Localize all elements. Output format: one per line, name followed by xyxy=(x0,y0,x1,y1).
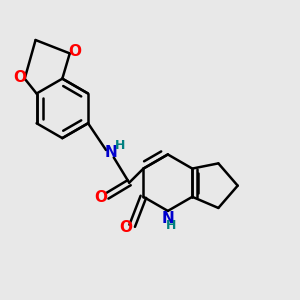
Text: N: N xyxy=(105,146,118,160)
Text: N: N xyxy=(161,211,174,226)
Text: O: O xyxy=(13,70,26,85)
Text: O: O xyxy=(69,44,82,59)
Text: H: H xyxy=(115,139,125,152)
Text: H: H xyxy=(166,219,176,232)
Text: O: O xyxy=(94,190,107,205)
Text: O: O xyxy=(119,220,132,235)
